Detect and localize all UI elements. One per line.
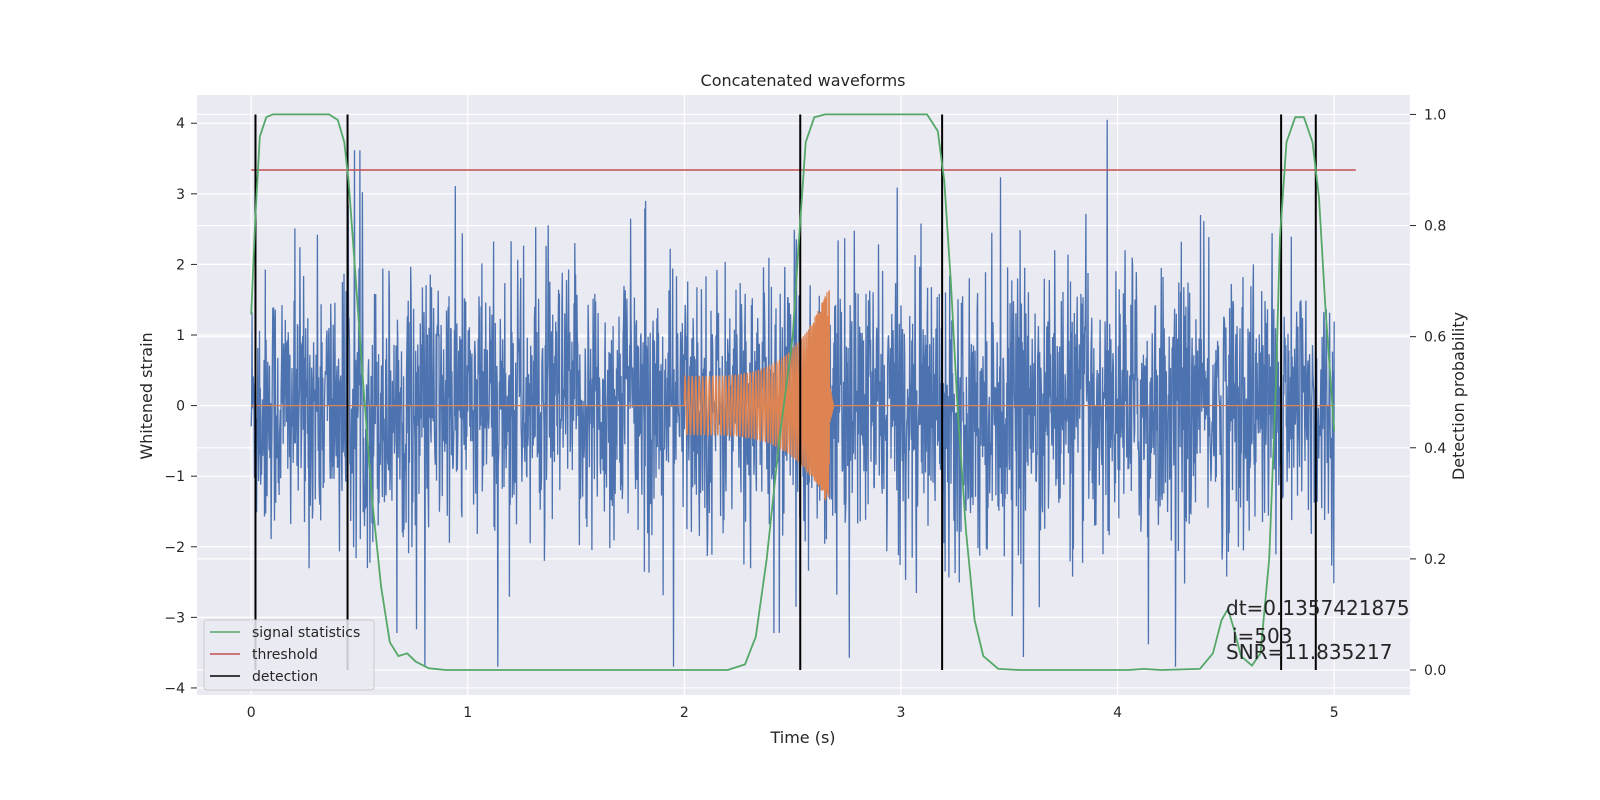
legend-label-signal-statistics: signal statistics: [252, 625, 360, 641]
y-tick-label-4: 0: [176, 399, 185, 415]
legend-box: [203, 619, 375, 691]
x-axis-label: Time (s): [769, 728, 835, 747]
y-tick-label-6: 2: [176, 257, 185, 273]
annotation: dt=0.1357421875 i=503 SNR=11.835217: [1226, 596, 1410, 664]
x-tick-label-3: 3: [897, 705, 906, 721]
x-tick-label-1: 1: [463, 705, 472, 721]
x-tick-label-4: 4: [1113, 705, 1122, 721]
waveform-line: [251, 290, 1335, 501]
annotation-dt: dt=0.1357421875: [1226, 596, 1410, 620]
signal-statistics-line: [250, 113, 1336, 671]
y2-tick-label-2: 0.4: [1424, 441, 1446, 457]
detection-series: [254, 114, 1317, 670]
x-tick-label-5: 5: [1330, 705, 1339, 721]
y2-tick-label-3: 0.6: [1424, 330, 1446, 346]
y-tick-label-2: −2: [164, 540, 185, 556]
y2-axis-label: Detection probability: [1449, 312, 1468, 480]
x-ticks: 0 1 2 3 4 5: [247, 705, 1339, 721]
annotation-index: i=503: [1232, 624, 1293, 648]
legend: signal statistics threshold detection: [203, 619, 375, 691]
waveform-series: [251, 290, 1335, 501]
y2-tick-label-0: 0.0: [1424, 663, 1446, 679]
y-tick-label-3: −1: [164, 469, 185, 485]
chart-title: Concatenated waveforms: [701, 71, 906, 90]
signal-statistics-series: [250, 113, 1336, 671]
y-tick-label-5: 1: [176, 328, 185, 344]
annotation-snr: SNR=11.835217: [1226, 640, 1392, 664]
y2-tick-label-4: 0.8: [1424, 219, 1446, 235]
y-tick-label-1: −3: [164, 610, 185, 626]
y-tick-label-7: 3: [176, 187, 185, 203]
y-axis-label: Whitened strain: [137, 332, 156, 459]
legend-label-detection: detection: [252, 669, 318, 685]
x-tick-label-0: 0: [247, 705, 256, 721]
y2-tick-label-5: 1.0: [1424, 107, 1446, 123]
x-tick-label-2: 2: [680, 705, 689, 721]
legend-label-threshold: threshold: [252, 647, 318, 663]
y2-ticks: 0.0 0.2 0.4 0.6 0.8 1.0: [1410, 107, 1446, 679]
y-ticks: −4 −3 −2 −1 0 1 2 3 4: [164, 116, 197, 697]
y-tick-label-8: 4: [176, 116, 185, 132]
y2-tick-label-1: 0.2: [1424, 552, 1446, 568]
y-tick-label-0: −4: [164, 681, 185, 697]
